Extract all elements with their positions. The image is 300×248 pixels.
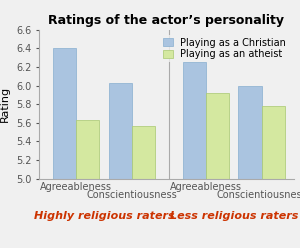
Title: Ratings of the actor’s personality: Ratings of the actor’s personality <box>49 14 284 27</box>
Bar <box>76 120 99 248</box>
Bar <box>53 48 76 248</box>
Text: Conscientiousness: Conscientiousness <box>86 190 177 200</box>
Y-axis label: Rating: Rating <box>0 86 10 122</box>
Bar <box>132 125 155 248</box>
Text: Conscientiousness: Conscientiousness <box>216 190 300 200</box>
Text: Less religious raters: Less religious raters <box>169 211 298 221</box>
Text: Highly religious raters: Highly religious raters <box>34 211 174 221</box>
Legend: Playing as a Christian, Playing as an atheist: Playing as a Christian, Playing as an at… <box>160 35 289 62</box>
Bar <box>183 62 206 248</box>
Bar <box>109 83 132 248</box>
Bar <box>238 87 262 248</box>
Text: Agreeableness: Agreeableness <box>40 182 112 191</box>
Text: Agreeableness: Agreeableness <box>170 182 242 191</box>
Bar <box>262 106 285 248</box>
Bar <box>206 93 229 248</box>
